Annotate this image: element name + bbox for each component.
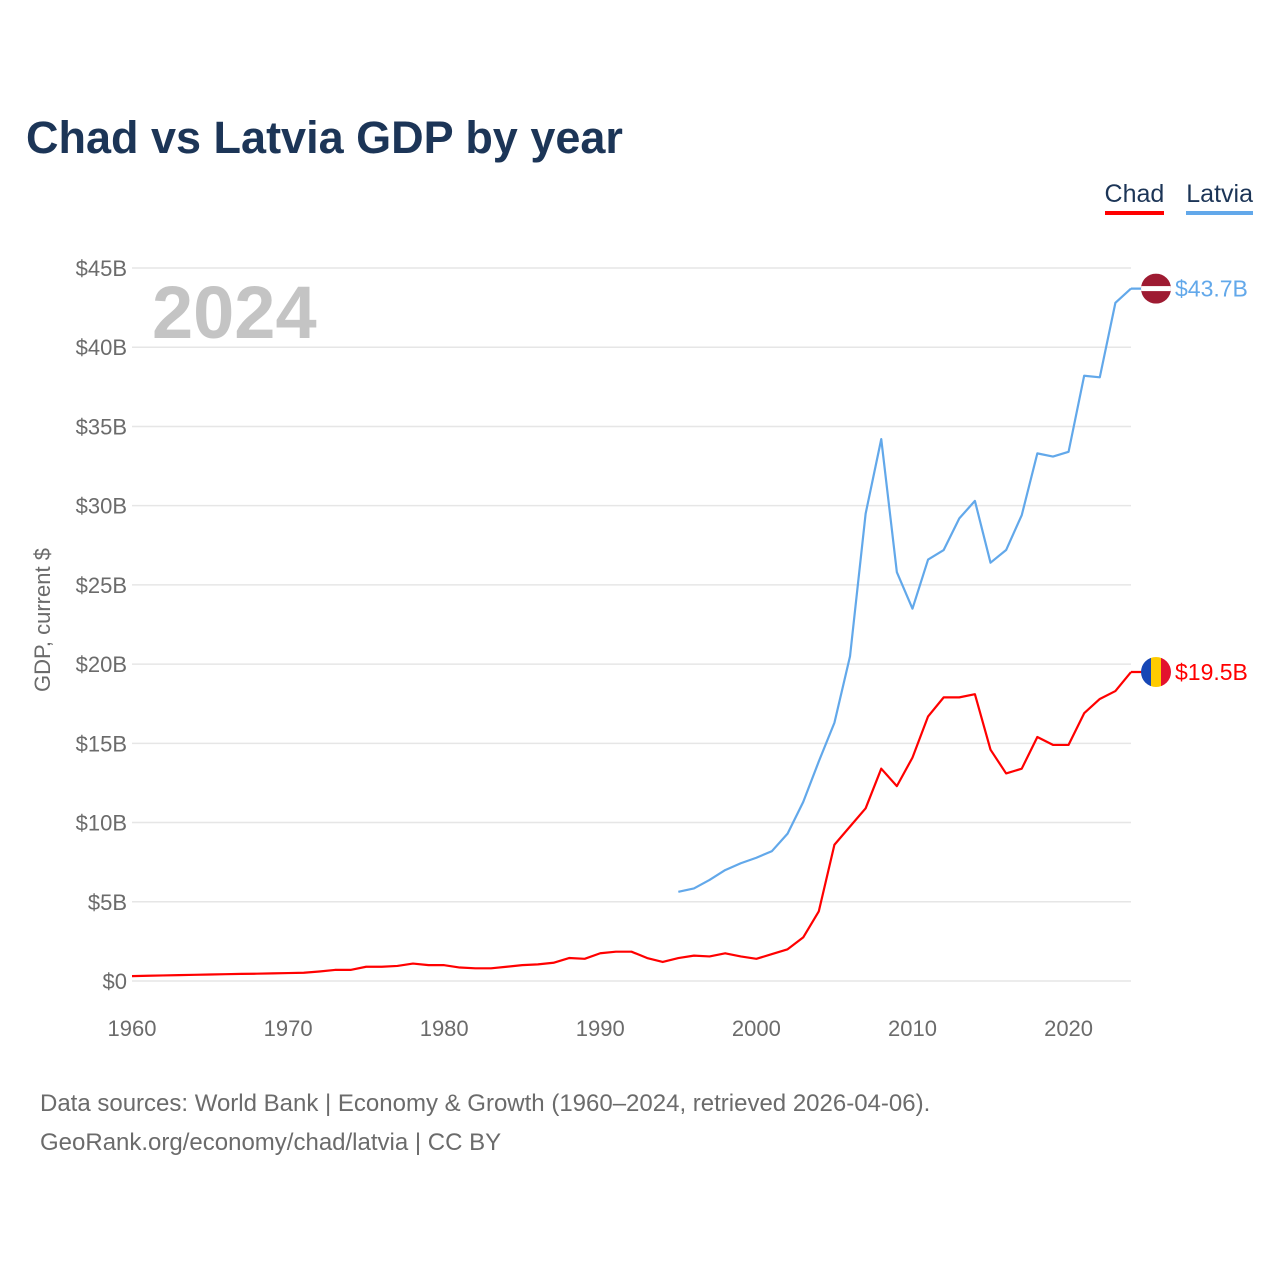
- y-tick-label: $10B: [76, 811, 127, 836]
- y-tick-label: $15B: [76, 731, 127, 756]
- x-tick-label: 1990: [576, 1016, 625, 1041]
- legend-item-chad[interactable]: Chad: [1104, 180, 1165, 215]
- series-line-latvia: [678, 287, 1132, 893]
- source-line-1: Data sources: World Bank | Economy & Gro…: [40, 1090, 931, 1117]
- year-watermark: 2024: [152, 271, 317, 354]
- y-axis-label: GDP, current $: [30, 548, 55, 692]
- end-value-label-latvia: $43.7B: [1175, 276, 1248, 302]
- chart-title: Chad vs Latvia GDP by year: [26, 112, 623, 163]
- y-tick-label: $40B: [76, 335, 127, 360]
- source-line-2[interactable]: GeoRank.org/economy/chad/latvia | CC BY: [40, 1129, 502, 1156]
- series-line-chad: [131, 671, 1132, 978]
- legend-item-latvia[interactable]: Latvia: [1186, 180, 1253, 215]
- y-tick-label: $30B: [76, 494, 127, 519]
- x-tick-label: 2010: [888, 1016, 937, 1041]
- y-tick-label: $20B: [76, 652, 127, 677]
- x-tick-label: 1960: [108, 1016, 157, 1041]
- y-tick-label: $45B: [76, 256, 127, 281]
- x-tick-label: 1980: [420, 1016, 469, 1041]
- y-tick-label: $0: [103, 969, 127, 994]
- x-tick-label: 2020: [1044, 1016, 1093, 1041]
- y-tick-label: $25B: [76, 573, 127, 598]
- legend: Chad Latvia: [1104, 180, 1253, 215]
- end-value-label-chad: $19.5B: [1175, 659, 1248, 685]
- latvia-flag-icon: [1141, 273, 1171, 304]
- y-tick-label: $35B: [76, 414, 127, 439]
- x-tick-label: 1970: [264, 1016, 313, 1041]
- chad-flag-icon: [1141, 657, 1171, 688]
- x-tick-label: 2000: [732, 1016, 781, 1041]
- y-tick-label: $5B: [88, 890, 127, 915]
- source-note: Data sources: World Bank | Economy & Gro…: [40, 1084, 930, 1162]
